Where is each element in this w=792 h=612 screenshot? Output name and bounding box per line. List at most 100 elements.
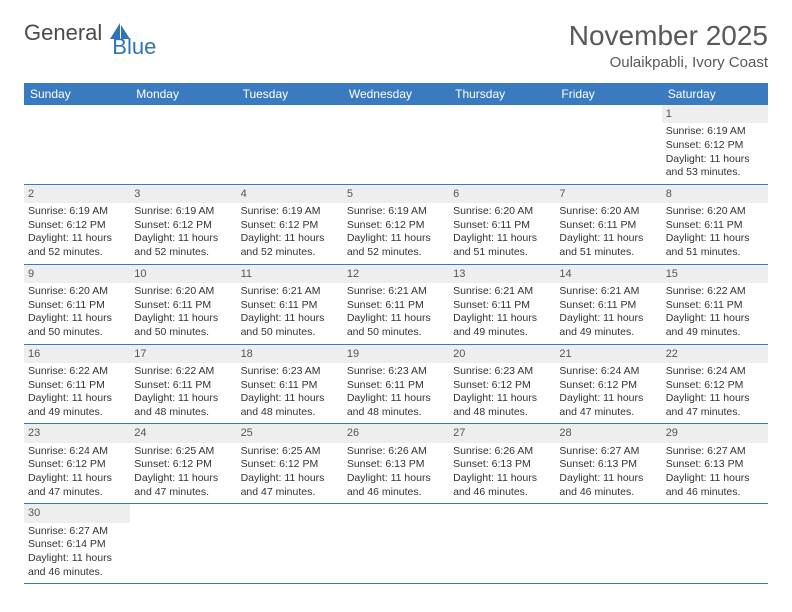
day-cell — [24, 105, 130, 184]
sunrise-line: Sunrise: 6:19 AM — [347, 205, 445, 219]
day-body: Sunrise: 6:19 AMSunset: 6:12 PMDaylight:… — [130, 203, 236, 264]
day-number: 6 — [449, 185, 555, 203]
day-number: 26 — [343, 424, 449, 442]
day-cell: 9Sunrise: 6:20 AMSunset: 6:11 PMDaylight… — [24, 265, 130, 344]
day-number — [449, 504, 555, 522]
day-number: 10 — [130, 265, 236, 283]
day-cell: 1Sunrise: 6:19 AMSunset: 6:12 PMDaylight… — [662, 105, 768, 184]
day-number: 5 — [343, 185, 449, 203]
sunrise-line: Sunrise: 6:22 AM — [28, 365, 126, 379]
day-body: Sunrise: 6:27 AMSunset: 6:13 PMDaylight:… — [555, 443, 661, 504]
day-cell: 28Sunrise: 6:27 AMSunset: 6:13 PMDayligh… — [555, 424, 661, 503]
day-number — [130, 105, 236, 123]
sunrise-line: Sunrise: 6:20 AM — [28, 285, 126, 299]
day-body: Sunrise: 6:20 AMSunset: 6:11 PMDaylight:… — [130, 283, 236, 344]
sunset-line: Sunset: 6:11 PM — [559, 299, 657, 313]
sunset-line: Sunset: 6:12 PM — [453, 379, 551, 393]
day-body — [130, 123, 236, 129]
day-number: 7 — [555, 185, 661, 203]
weekday-tuesday: Tuesday — [237, 83, 343, 105]
sunset-line: Sunset: 6:11 PM — [347, 299, 445, 313]
sunset-line: Sunset: 6:11 PM — [241, 299, 339, 313]
day-number: 22 — [662, 345, 768, 363]
daylight-line: Daylight: 11 hours and 50 minutes. — [347, 312, 445, 339]
sunrise-line: Sunrise: 6:20 AM — [134, 285, 232, 299]
day-body — [662, 523, 768, 529]
weekday-friday: Friday — [555, 83, 661, 105]
sunrise-line: Sunrise: 6:24 AM — [666, 365, 764, 379]
day-number: 28 — [555, 424, 661, 442]
sunrise-line: Sunrise: 6:27 AM — [28, 525, 126, 539]
daylight-line: Daylight: 11 hours and 46 minutes. — [559, 472, 657, 499]
day-number: 20 — [449, 345, 555, 363]
weekday-row: SundayMondayTuesdayWednesdayThursdayFrid… — [24, 83, 768, 105]
daylight-line: Daylight: 11 hours and 48 minutes. — [347, 392, 445, 419]
sunrise-line: Sunrise: 6:21 AM — [347, 285, 445, 299]
sunrise-line: Sunrise: 6:26 AM — [453, 445, 551, 459]
sunrise-line: Sunrise: 6:22 AM — [134, 365, 232, 379]
sunrise-line: Sunrise: 6:20 AM — [559, 205, 657, 219]
daylight-line: Daylight: 11 hours and 51 minutes. — [666, 232, 764, 259]
day-number: 11 — [237, 265, 343, 283]
day-number: 4 — [237, 185, 343, 203]
day-body — [555, 123, 661, 129]
day-cell: 29Sunrise: 6:27 AMSunset: 6:13 PMDayligh… — [662, 424, 768, 503]
sunrise-line: Sunrise: 6:21 AM — [453, 285, 551, 299]
sunrise-line: Sunrise: 6:26 AM — [347, 445, 445, 459]
day-cell: 8Sunrise: 6:20 AMSunset: 6:11 PMDaylight… — [662, 185, 768, 264]
day-number — [343, 105, 449, 123]
day-number — [662, 504, 768, 522]
sunset-line: Sunset: 6:12 PM — [241, 219, 339, 233]
sunset-line: Sunset: 6:11 PM — [134, 379, 232, 393]
day-number — [237, 105, 343, 123]
week-row: 2Sunrise: 6:19 AMSunset: 6:12 PMDaylight… — [24, 185, 768, 265]
daylight-line: Daylight: 11 hours and 51 minutes. — [559, 232, 657, 259]
daylight-line: Daylight: 11 hours and 47 minutes. — [28, 472, 126, 499]
day-body — [449, 523, 555, 529]
weekday-wednesday: Wednesday — [343, 83, 449, 105]
day-cell: 21Sunrise: 6:24 AMSunset: 6:12 PMDayligh… — [555, 345, 661, 424]
sunset-line: Sunset: 6:13 PM — [666, 458, 764, 472]
day-body: Sunrise: 6:21 AMSunset: 6:11 PMDaylight:… — [343, 283, 449, 344]
sunset-line: Sunset: 6:11 PM — [453, 299, 551, 313]
day-cell — [662, 504, 768, 583]
day-number — [449, 105, 555, 123]
day-body — [24, 123, 130, 129]
day-cell — [555, 504, 661, 583]
logo: General Blue — [24, 20, 156, 46]
day-body: Sunrise: 6:24 AMSunset: 6:12 PMDaylight:… — [24, 443, 130, 504]
day-cell: 23Sunrise: 6:24 AMSunset: 6:12 PMDayligh… — [24, 424, 130, 503]
day-number — [24, 105, 130, 123]
day-number: 16 — [24, 345, 130, 363]
day-cell — [237, 105, 343, 184]
sunset-line: Sunset: 6:11 PM — [666, 219, 764, 233]
day-body: Sunrise: 6:21 AMSunset: 6:11 PMDaylight:… — [237, 283, 343, 344]
sunset-line: Sunset: 6:11 PM — [453, 219, 551, 233]
day-number: 29 — [662, 424, 768, 442]
day-number — [237, 504, 343, 522]
sunrise-line: Sunrise: 6:21 AM — [241, 285, 339, 299]
day-body: Sunrise: 6:27 AMSunset: 6:14 PMDaylight:… — [24, 523, 130, 584]
day-cell — [555, 105, 661, 184]
day-number: 23 — [24, 424, 130, 442]
day-number: 24 — [130, 424, 236, 442]
day-number: 2 — [24, 185, 130, 203]
sunrise-line: Sunrise: 6:24 AM — [28, 445, 126, 459]
daylight-line: Daylight: 11 hours and 49 minutes. — [559, 312, 657, 339]
weekday-sunday: Sunday — [24, 83, 130, 105]
day-body: Sunrise: 6:23 AMSunset: 6:11 PMDaylight:… — [237, 363, 343, 424]
page-subtitle: Oulaikpabli, Ivory Coast — [569, 54, 768, 71]
sunrise-line: Sunrise: 6:27 AM — [666, 445, 764, 459]
day-cell: 14Sunrise: 6:21 AMSunset: 6:11 PMDayligh… — [555, 265, 661, 344]
daylight-line: Daylight: 11 hours and 47 minutes. — [241, 472, 339, 499]
day-number: 19 — [343, 345, 449, 363]
day-cell: 19Sunrise: 6:23 AMSunset: 6:11 PMDayligh… — [343, 345, 449, 424]
sunset-line: Sunset: 6:11 PM — [134, 299, 232, 313]
day-number: 25 — [237, 424, 343, 442]
day-number: 15 — [662, 265, 768, 283]
day-cell: 18Sunrise: 6:23 AMSunset: 6:11 PMDayligh… — [237, 345, 343, 424]
sunset-line: Sunset: 6:12 PM — [559, 379, 657, 393]
day-cell: 15Sunrise: 6:22 AMSunset: 6:11 PMDayligh… — [662, 265, 768, 344]
sunrise-line: Sunrise: 6:19 AM — [241, 205, 339, 219]
day-cell: 17Sunrise: 6:22 AMSunset: 6:11 PMDayligh… — [130, 345, 236, 424]
